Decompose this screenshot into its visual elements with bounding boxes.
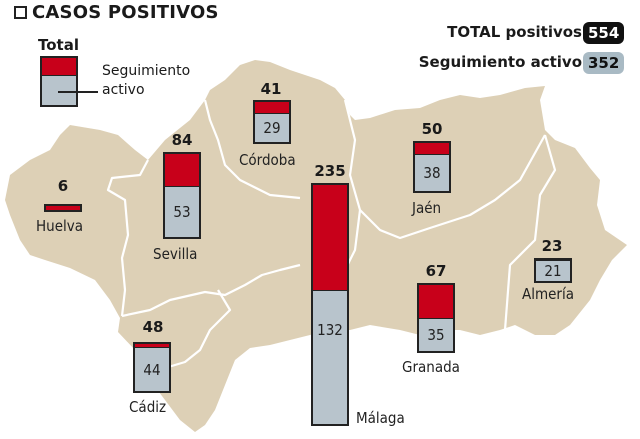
bar-jaen: 38 <box>413 141 451 193</box>
seguimiento-activo-badge: 352 <box>583 52 625 74</box>
bar-granada: 35 <box>417 283 455 353</box>
bar-cordoba: 29 <box>253 100 291 144</box>
total-positivos-label: TOTAL positivos <box>447 23 582 41</box>
legend-total-label: Total <box>38 36 79 54</box>
square-icon <box>14 6 27 19</box>
bar-cadiz: 44 <box>133 342 171 393</box>
seguimiento-activo-label: Seguimiento activo <box>418 53 582 71</box>
title-text: CASOS POSITIVOS <box>32 2 219 23</box>
bar-huelva <box>44 204 82 212</box>
legend-leader-line <box>58 91 98 93</box>
total-positivos-badge: 554 <box>583 22 625 44</box>
bar-almeria: 21 <box>534 258 572 283</box>
bar-sevilla: 53 <box>163 152 201 239</box>
bar-malaga: 132 <box>311 183 349 426</box>
chart-title: CASOS POSITIVOS <box>14 2 219 23</box>
legend-swatch <box>40 56 78 107</box>
legend-seguimiento-label: Seguimiento activo <box>102 63 191 98</box>
